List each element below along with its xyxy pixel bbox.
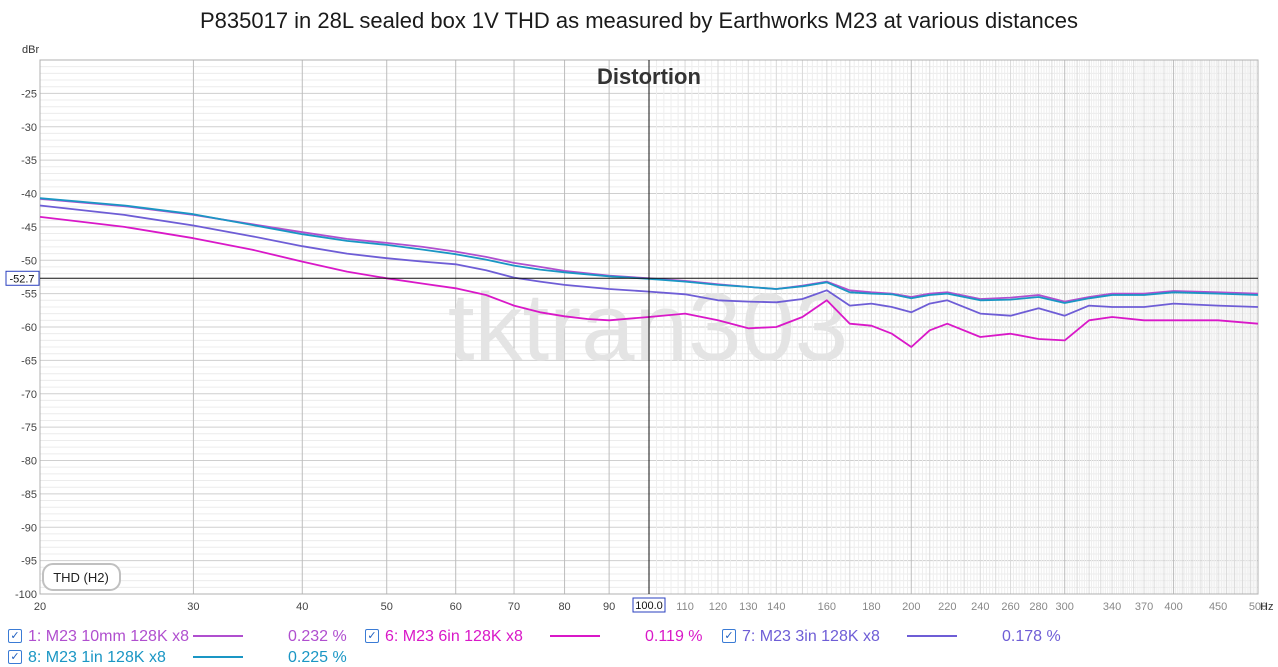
- legend-label: 6: M23 6in 128K x8: [385, 628, 523, 645]
- legend-item-4[interactable]: ✓ 8: M23 1in 128K x8 0.225 %: [8, 647, 358, 667]
- annotation-text: THD (H2): [53, 570, 109, 585]
- legend-swatch: [550, 635, 600, 637]
- legend-value: 0.119 %: [645, 628, 703, 645]
- legend-swatch: [907, 635, 957, 637]
- x-tick-label: 160: [818, 601, 836, 613]
- x-tick-label: 240: [971, 601, 989, 613]
- legend-swatch: [193, 635, 243, 637]
- y-tick-label: -85: [21, 489, 37, 501]
- legend-value: 0.178 %: [1002, 628, 1061, 645]
- x-axis-unit: Hz: [1260, 601, 1273, 613]
- y-tick-label: -75: [21, 422, 37, 434]
- y-tick-label: -65: [21, 355, 37, 367]
- x-tick-label: 500: [1249, 601, 1267, 613]
- x-tick-label: 200: [902, 601, 920, 613]
- x-tick-label: 40: [296, 601, 308, 613]
- y-tick-label: -70: [21, 389, 37, 401]
- cursor-x-readout-box: [632, 597, 666, 613]
- x-tick-label: 260: [1001, 601, 1019, 613]
- x-tick-label: 120: [709, 601, 727, 613]
- series-line-4: [39, 197, 1259, 304]
- x-tick-label: 280: [1029, 601, 1047, 613]
- x-tick-label: 70: [508, 601, 520, 613]
- x-tick-label: 300: [1056, 601, 1074, 613]
- y-tick-label: -30: [21, 122, 37, 134]
- chart-title: P835017 in 28L sealed box 1V THD as meas…: [199, 8, 1079, 33]
- x-tick-label: 20: [34, 601, 46, 613]
- x-tick-label: 140: [767, 601, 785, 613]
- legend-value: 0.225 %: [288, 649, 347, 666]
- y-tick-label: -45: [21, 222, 37, 234]
- legend-item-3[interactable]: ✓ 7: M23 3in 128K x8 0.178 %: [722, 626, 1072, 646]
- annotation-box: THD (H2): [42, 563, 121, 591]
- y-axis-ticks: -25 -30 -35 -40 -45 -50 -55 -60 -65 -70 -75 -80 -85 -…: [15, 88, 37, 601]
- legend-item-1[interactable]: ✓ 1: M23 10mm 128K x8 0.232 %: [8, 626, 358, 646]
- legend-checkbox[interactable]: ✓: [365, 629, 379, 643]
- x-tick-label: 130: [739, 601, 757, 613]
- x-tick-label: 400: [1164, 601, 1182, 613]
- y-tick-label: -100: [15, 589, 37, 601]
- x-tick-label: 110: [676, 601, 694, 613]
- legend-label: 8: M23 1in 128K x8: [28, 649, 166, 666]
- watermark: tktran303: [448, 274, 848, 381]
- x-tick-label: 90: [603, 601, 615, 613]
- x-tick-label: 370: [1135, 601, 1153, 613]
- cursor-x-readout: 100.0: [635, 600, 663, 612]
- legend-checkbox[interactable]: ✓: [722, 629, 736, 643]
- x-tick-label: 450: [1209, 601, 1227, 613]
- x-axis-ticks: 20 30 40 50 60 70 80 90 110 120 130 140 160 180 200 220…: [34, 601, 1267, 613]
- y-tick-label: -95: [21, 556, 37, 568]
- cursor-y-readout-box: [5, 270, 40, 286]
- cursor[interactable]: -52.7 100.0: [5, 60, 1258, 613]
- x-tick-label: 50: [381, 601, 393, 613]
- legend-checkbox[interactable]: ✓: [8, 650, 22, 664]
- y-tick-label: -35: [21, 155, 37, 167]
- x-tick-label: 180: [862, 601, 880, 613]
- x-tick-label: 340: [1103, 601, 1121, 613]
- series-line-3: [39, 204, 1259, 317]
- y-tick-label: -25: [21, 88, 37, 100]
- y-tick-label: -90: [21, 522, 37, 534]
- legend-swatch: [193, 656, 243, 658]
- legend-label: 1: M23 10mm 128K x8: [28, 628, 189, 645]
- y-tick-label: -55: [21, 289, 37, 301]
- x-tick-label: 80: [558, 601, 570, 613]
- series-curves: [39, 197, 1259, 348]
- y-tick-label: -40: [21, 189, 37, 201]
- y-tick-label: -50: [21, 255, 37, 267]
- y-tick-label: -60: [21, 322, 37, 334]
- cursor-y-readout: -52.7: [9, 273, 34, 285]
- legend-item-2[interactable]: ✓ 6: M23 6in 128K x8 0.119 %: [365, 626, 715, 646]
- x-tick-label: 30: [187, 601, 199, 613]
- y-tick-label: -80: [21, 456, 37, 468]
- x-tick-label: 220: [938, 601, 956, 613]
- x-tick-label: 60: [450, 601, 462, 613]
- legend-checkbox[interactable]: ✓: [8, 629, 22, 643]
- legend-value: 0.232 %: [288, 628, 347, 645]
- series-line-2: [39, 216, 1259, 348]
- chart-subtitle: Distortion: [597, 64, 701, 89]
- y-axis-label: dBr: [22, 44, 39, 56]
- legend-label: 7: M23 3in 128K x8: [742, 628, 880, 645]
